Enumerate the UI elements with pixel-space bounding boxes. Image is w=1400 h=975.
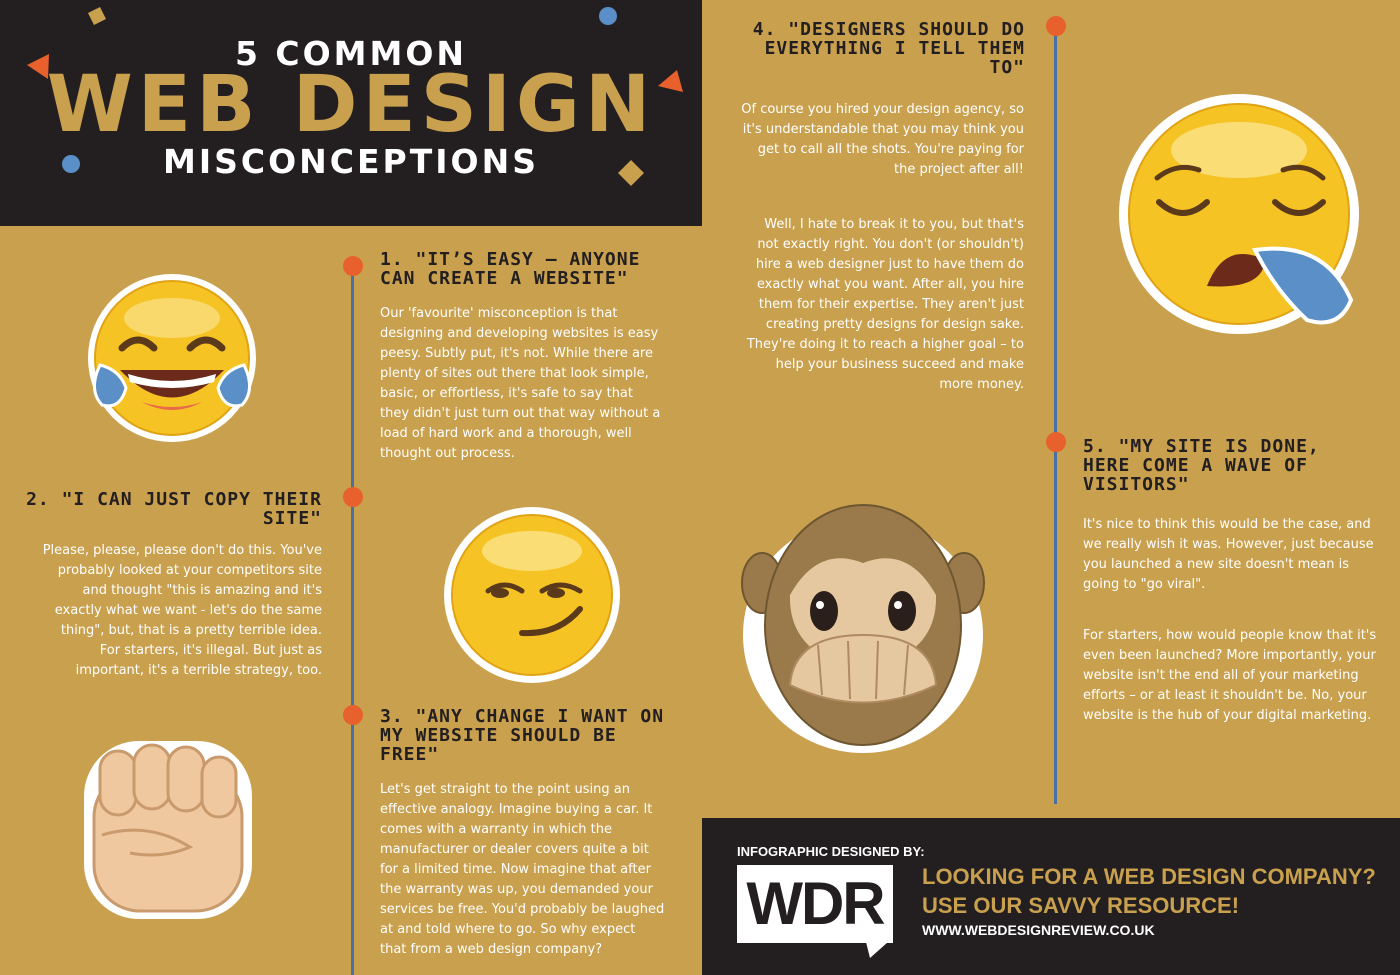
section-1-heading: 1. "It’s easy – anyone can create a webs…	[380, 249, 641, 289]
section-3-heading: 3. "Any change I want on my website shou…	[380, 706, 665, 765]
section-4-body-p1: Of course you hired your design agency, …	[741, 102, 1024, 177]
smirk-emoji-icon	[444, 507, 620, 683]
section-2-heading: 2. "I can just copy their site"	[26, 489, 322, 529]
timeline-dot-4	[1046, 16, 1066, 36]
title-block: 5 COMMON WEB DESIGN MISCONCEPTIONS	[0, 0, 702, 226]
confetti-decoration	[27, 7, 683, 186]
crying-laughing-emoji-icon	[88, 274, 256, 442]
section-1-body: Our 'favourite' misconception is that de…	[380, 306, 661, 461]
section-4-body-p2: Well, I hate to break it to you, but tha…	[746, 217, 1024, 392]
section-3-body: Let's get straight to the point using an…	[380, 782, 665, 957]
confetti-blue-dot-1	[599, 7, 617, 25]
title-line-3: MISCONCEPTIONS	[163, 142, 539, 181]
confetti-orange-triangle-1	[27, 54, 49, 79]
confetti-gold-square-2	[618, 160, 644, 186]
timeline-dot-1	[343, 256, 363, 276]
wdr-logo-box[interactable]	[737, 865, 893, 943]
timeline-dot-2	[343, 487, 363, 507]
wdr-logo-text: WDR	[746, 870, 885, 937]
footer-url-link[interactable]: WWW.WEBDESIGNREVIEW.CO.UK	[922, 922, 1155, 938]
footer-cta-line-2: USE OUR SAVVY RESOURCE!	[922, 893, 1240, 918]
section-5-body-p1: It's nice to think this would be the cas…	[1083, 517, 1374, 592]
raised-fist-emoji-icon	[84, 741, 252, 919]
confetti-orange-triangle-2	[658, 70, 683, 92]
confetti-gold-square-1	[88, 7, 106, 25]
section-5-body-p2: For starters, how would people know that…	[1083, 628, 1377, 723]
timeline-line-right	[1054, 22, 1057, 804]
title-line-2: WEB DESIGN	[46, 60, 656, 150]
footer-label: INFOGRAPHIC DESIGNED BY:	[737, 844, 925, 859]
title-line-1: 5 COMMON	[234, 34, 468, 73]
speak-no-evil-monkey-icon	[741, 504, 985, 753]
confetti-blue-dot-2	[62, 155, 80, 173]
timeline-line-left	[351, 264, 354, 975]
timeline-dot-5	[1046, 432, 1066, 452]
wdr-logo-pointer	[866, 942, 888, 958]
footer-cta-line-1: LOOKING FOR A WEB DESIGN COMPANY?	[922, 864, 1376, 889]
section-4-heading: 4. "Designers should do everything I tel…	[752, 19, 1025, 78]
timeline-dot-3	[343, 705, 363, 725]
sleepy-emoji-icon	[1119, 94, 1359, 334]
section-2-body: Please, please, please don't do this. Yo…	[42, 543, 322, 678]
section-5-heading: 5. "My site is done, here come a wave of…	[1083, 436, 1320, 495]
